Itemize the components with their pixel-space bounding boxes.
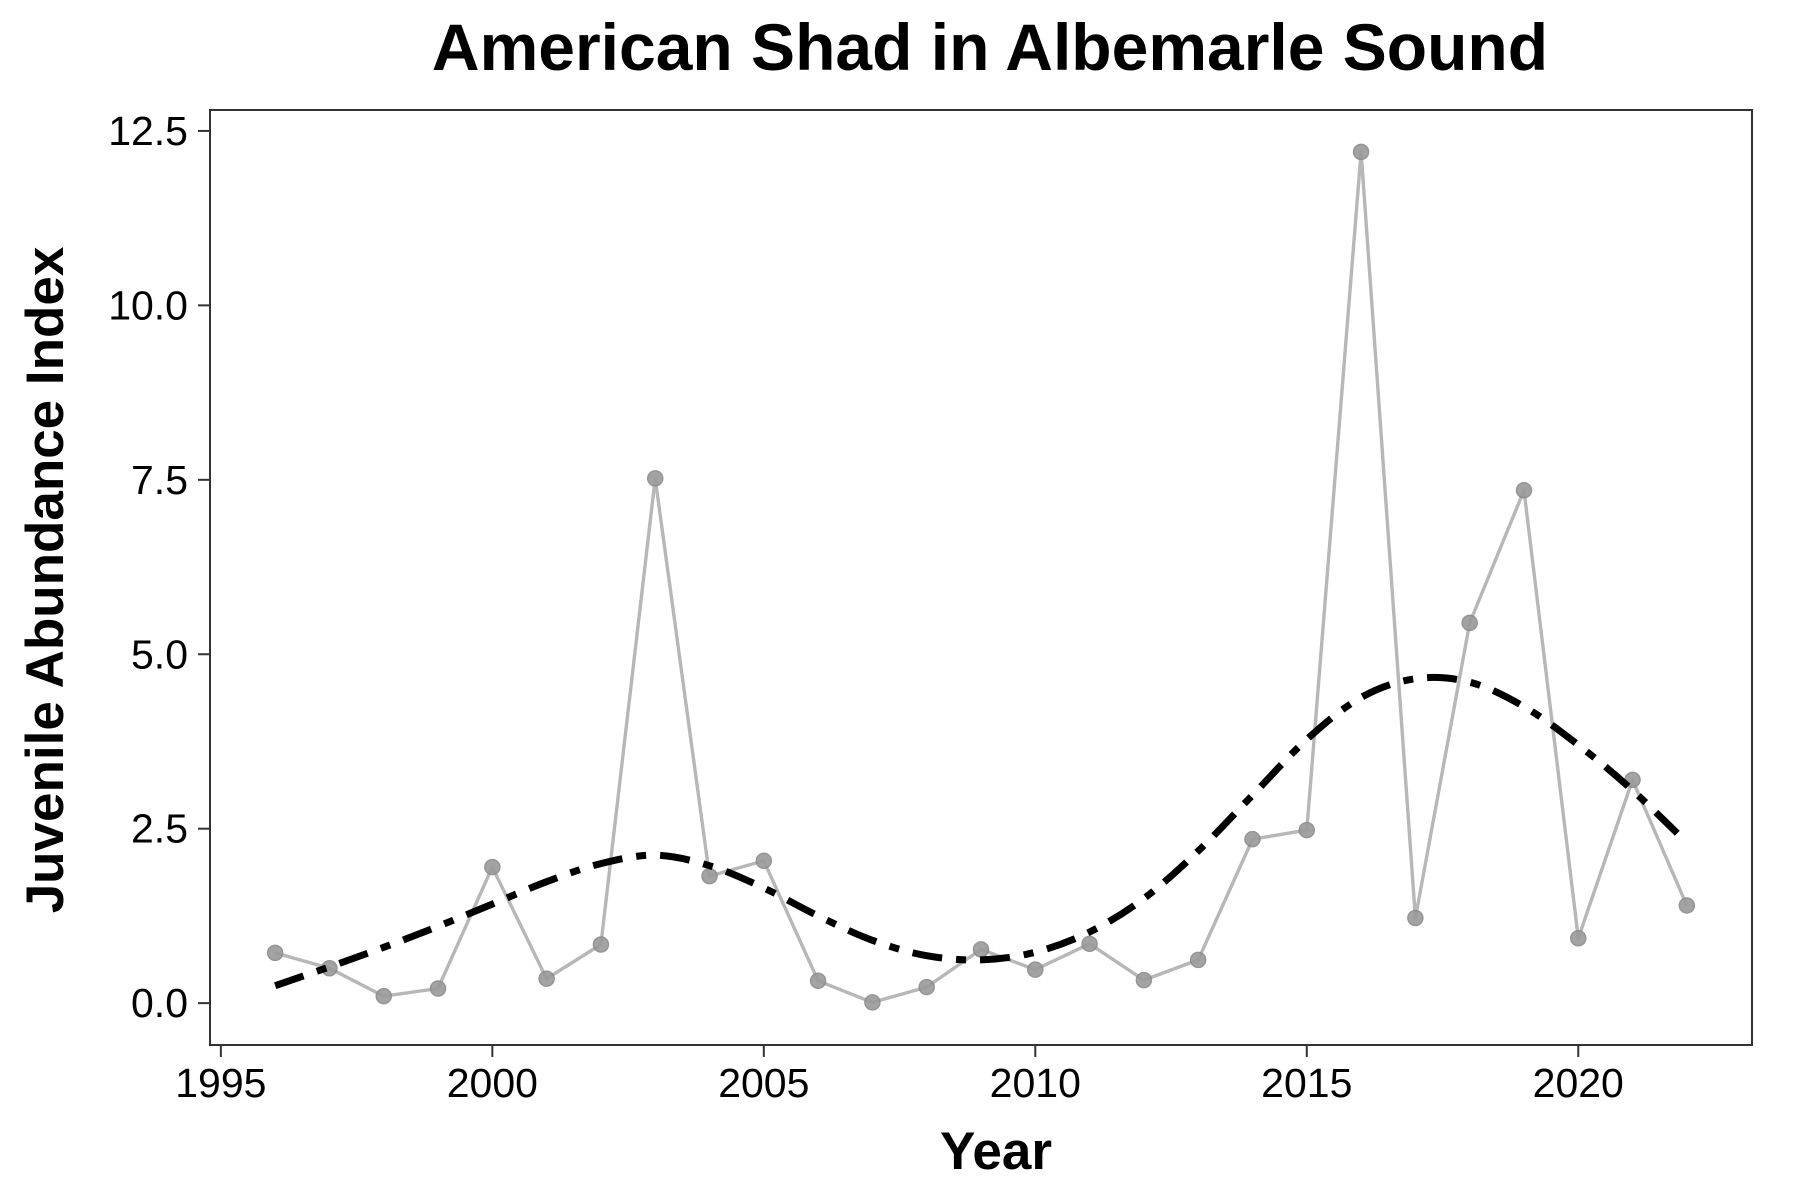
y-tick-label: 12.5 bbox=[108, 108, 188, 154]
data-point bbox=[1407, 909, 1424, 927]
x-tick-label: 2015 bbox=[1261, 1060, 1352, 1106]
y-tick-label: 5.0 bbox=[131, 631, 188, 677]
data-point bbox=[1515, 482, 1533, 499]
y-tick-label: 2.5 bbox=[131, 806, 188, 852]
x-tick-label: 2010 bbox=[990, 1060, 1081, 1106]
axes: 1995 2000 2005 2010 2015 2020 0.0 2.5 5.0 7.5 10.0… bbox=[108, 108, 1753, 1106]
data-point bbox=[646, 470, 664, 487]
data-point bbox=[1244, 830, 1261, 848]
x-tick-label: 2020 bbox=[1533, 1060, 1624, 1106]
y-tick-label: 0.0 bbox=[131, 980, 188, 1026]
data-point bbox=[1027, 961, 1044, 978]
data-point bbox=[1135, 971, 1153, 989]
x-tick-label: 2000 bbox=[447, 1060, 538, 1106]
plot-panel-border bbox=[209, 109, 1753, 1046]
data-point bbox=[1570, 929, 1587, 947]
data-point bbox=[755, 852, 773, 870]
data-point bbox=[1352, 143, 1370, 161]
data-point bbox=[484, 858, 501, 876]
data-point bbox=[429, 980, 447, 997]
trend-series-line bbox=[274, 673, 1690, 990]
x-tick-label: 1995 bbox=[175, 1060, 266, 1106]
data-point bbox=[1081, 935, 1098, 953]
data-point bbox=[809, 972, 827, 990]
y-axis-label: Juvenile Abundance Index bbox=[16, 246, 75, 913]
data-point bbox=[592, 936, 610, 953]
data-point bbox=[1461, 614, 1478, 632]
data-point bbox=[1189, 951, 1207, 969]
data-point bbox=[1678, 897, 1696, 914]
x-axis-label: Year bbox=[940, 1122, 1052, 1181]
data-point bbox=[918, 978, 935, 996]
data-point bbox=[266, 944, 284, 962]
y-tick-label: 10.0 bbox=[108, 282, 188, 328]
data-point bbox=[864, 994, 881, 1011]
data-point bbox=[972, 941, 990, 958]
data-point bbox=[701, 867, 718, 885]
plot-marks bbox=[266, 143, 1696, 1011]
observed-series-line bbox=[274, 150, 1689, 1005]
x-tick-label: 2005 bbox=[718, 1060, 809, 1106]
data-point bbox=[1298, 821, 1316, 839]
y-tick-label: 7.5 bbox=[131, 457, 188, 503]
chart-title: American Shad in Albemarle Sound bbox=[432, 10, 1548, 84]
data-point bbox=[375, 987, 392, 1005]
data-point bbox=[538, 970, 555, 987]
